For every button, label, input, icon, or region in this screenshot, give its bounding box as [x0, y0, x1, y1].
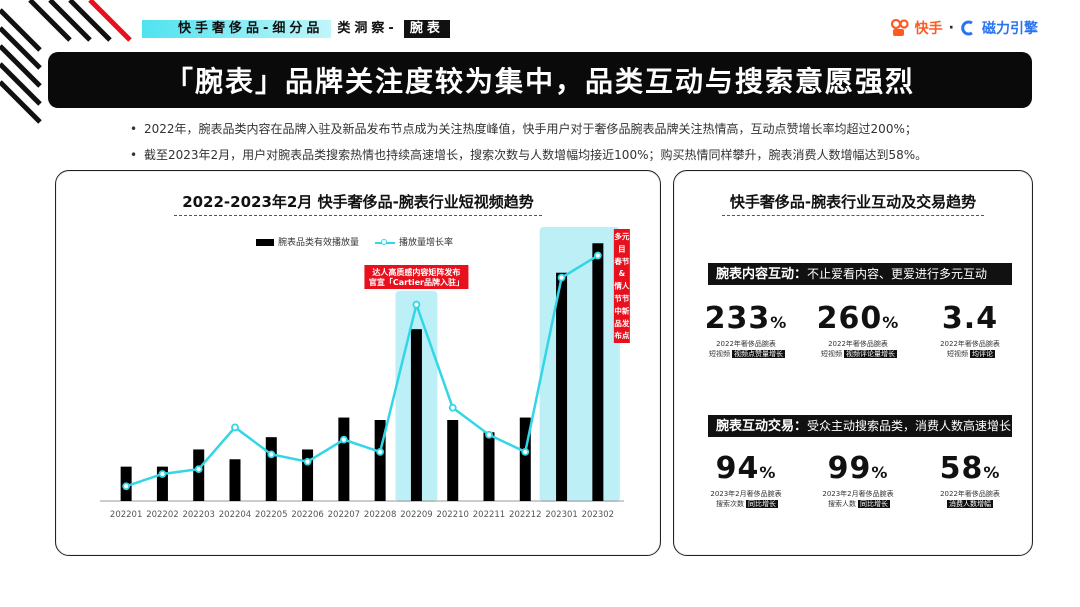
cili-logo-text: 磁力引擎 — [982, 21, 1038, 37]
tick-202210: 202210 — [436, 510, 468, 520]
tick-202212: 202212 — [509, 510, 541, 520]
tick-202302: 202302 — [582, 510, 614, 520]
chart-legend: 腕表品类有效播放量 播放量增长率 — [256, 235, 453, 248]
point-202202 — [158, 470, 167, 478]
point-202208 — [376, 448, 385, 456]
tick-202301: 202301 — [545, 510, 577, 520]
bar-202212 — [519, 417, 531, 501]
tick-202207: 202207 — [328, 510, 360, 520]
tick-202205: 202205 — [255, 510, 287, 520]
chart-title: 2022-2023年2月 快手奢侈品-腕表行业短视频趋势 — [56, 191, 660, 216]
point-202201 — [122, 482, 131, 491]
trend-chart: 202201 202202 202203 202204 202205 202206 2022… — [100, 227, 630, 520]
decorative-stripes — [0, 0, 132, 124]
annotation-text-202302: 情人 — [613, 281, 629, 291]
tick-202209: 202209 — [400, 510, 432, 520]
section-content-interaction: 腕表内容互动：不止爱看内容、更爱进行多元互动 — [708, 263, 1012, 285]
point-202209 — [412, 300, 421, 309]
annotation-text-202302: 品发 — [614, 318, 629, 328]
breadcrumb-highlight: 腕表 — [403, 20, 450, 38]
annotation-text-202302: & — [619, 269, 626, 278]
bar-202207 — [338, 417, 350, 501]
section-breadcrumb: 快手奢侈品-细分品 类洞察- 腕表 — [142, 20, 450, 38]
point-202301 — [557, 273, 566, 282]
bar-202205 — [265, 437, 277, 501]
page-title: 「腕表」品牌关注度较为集中，品类互动与搜索意愿强烈 — [48, 52, 1032, 108]
trend-chart-panel: 2022-2023年2月 快手奢侈品-腕表行业短视频趋势 腕表品类有效播放量 播… — [55, 170, 661, 556]
tick-202204: 202204 — [219, 510, 251, 520]
bar-202302 — [592, 243, 604, 501]
point-202206 — [303, 457, 312, 466]
stat-avg-comments: 3.4 2022年奢侈品腕表 短视频 均评论 — [940, 301, 1000, 358]
point-202302 — [593, 251, 602, 260]
bar-202211 — [483, 432, 495, 501]
stat-likes-growth: 233% 2022年奢侈品腕表 短视频 视频点赞量增长 — [704, 301, 788, 358]
breadcrumb-mid: 类洞察- — [337, 21, 398, 36]
section-interaction-trade: 腕表互动交易：受众主动搜索品类，消费人数高速增长 — [708, 415, 1012, 437]
stat-search-count: 94% 2023年2月奢侈品腕表 搜索次数 同比增长 — [710, 451, 782, 508]
point-202205 — [267, 450, 276, 459]
breadcrumb-main: 快手奢侈品-细分品 — [142, 20, 332, 38]
tick-202201: 202201 — [110, 510, 142, 520]
annotation-text-202302: 中新 — [614, 305, 629, 315]
cili-logo-icon — [961, 20, 973, 36]
highlight-2023 — [539, 227, 620, 502]
legend-line: 播放量增长率 — [375, 235, 453, 248]
brand-logo: 快手 · 磁力引擎 — [890, 18, 1038, 38]
annotation-text-202302: 节节 — [614, 293, 629, 303]
tick-202211: 202211 — [473, 510, 505, 520]
bar-202206 — [302, 449, 314, 501]
kuaishou-logo-icon — [890, 19, 909, 36]
bar-202203 — [193, 449, 205, 501]
point-202204 — [231, 423, 239, 432]
annotation-text-202209: 达人高质感内容矩阵发布 — [372, 267, 460, 277]
stat-consumer-growth: 58% 2022年奢侈品腕表 消费人数增幅 — [939, 451, 1001, 508]
bar-202202 — [156, 466, 168, 501]
bar-202204 — [229, 459, 241, 501]
stat-comments-growth: 260% 2022年奢侈品腕表 短视频 视频评论量增长 — [816, 301, 900, 358]
right-panel-title: 快手奢侈品-腕表行业互动及交易趋势 — [674, 191, 1032, 216]
annotation-text-202209: 官宣「Cartier品牌入驻」 — [369, 277, 464, 287]
bar-202209 — [410, 329, 422, 501]
bar-202210 — [447, 420, 459, 501]
point-202210 — [448, 403, 457, 412]
tick-202202: 202202 — [146, 510, 178, 520]
summary-bullets: 2022年，腕表品类内容在品牌入驻及新品发布节点成为关注热度峰值，快手用户对于奢… — [130, 116, 990, 168]
stat-search-users: 99% 2023年2月奢侈品腕表 搜索人数 同比增长 — [822, 451, 894, 508]
tick-202203: 202203 — [182, 510, 214, 520]
bullet-item: 截至2023年2月，用户对腕表品类搜索热情也持续高速增长，搜索次数与人数增幅均接… — [130, 142, 990, 168]
tick-202208: 202208 — [364, 510, 396, 520]
point-202212 — [521, 448, 530, 456]
annotation-box-202209 — [364, 265, 469, 289]
point-202207 — [339, 435, 348, 444]
bullet-item: 2022年，腕表品类内容在品牌入驻及新品发布节点成为关注热度峰值，快手用户对于奢… — [130, 116, 990, 142]
bar-202301 — [556, 272, 568, 501]
kuaishou-logo-text: 快手 — [914, 21, 943, 37]
point-202203 — [194, 465, 203, 473]
annotation-text-202302: 布点 — [614, 330, 629, 340]
bar-202208 — [374, 420, 386, 501]
interaction-panel: 快手奢侈品-腕表行业互动及交易趋势 腕表内容互动：不止爱看内容、更爱进行多元互动… — [673, 170, 1033, 556]
annotation-text-202302: 目 — [618, 244, 626, 253]
annotation-text-202302: 多元 — [614, 231, 629, 241]
annotation-text-202302: 春节 — [614, 256, 629, 266]
annotation-box-202302 — [613, 229, 630, 343]
point-202211 — [485, 430, 493, 439]
logo-dot: · — [948, 20, 954, 36]
tick-202206: 202206 — [291, 510, 323, 520]
legend-bar: 腕表品类有效播放量 — [256, 235, 359, 248]
growth-line — [125, 254, 599, 488]
